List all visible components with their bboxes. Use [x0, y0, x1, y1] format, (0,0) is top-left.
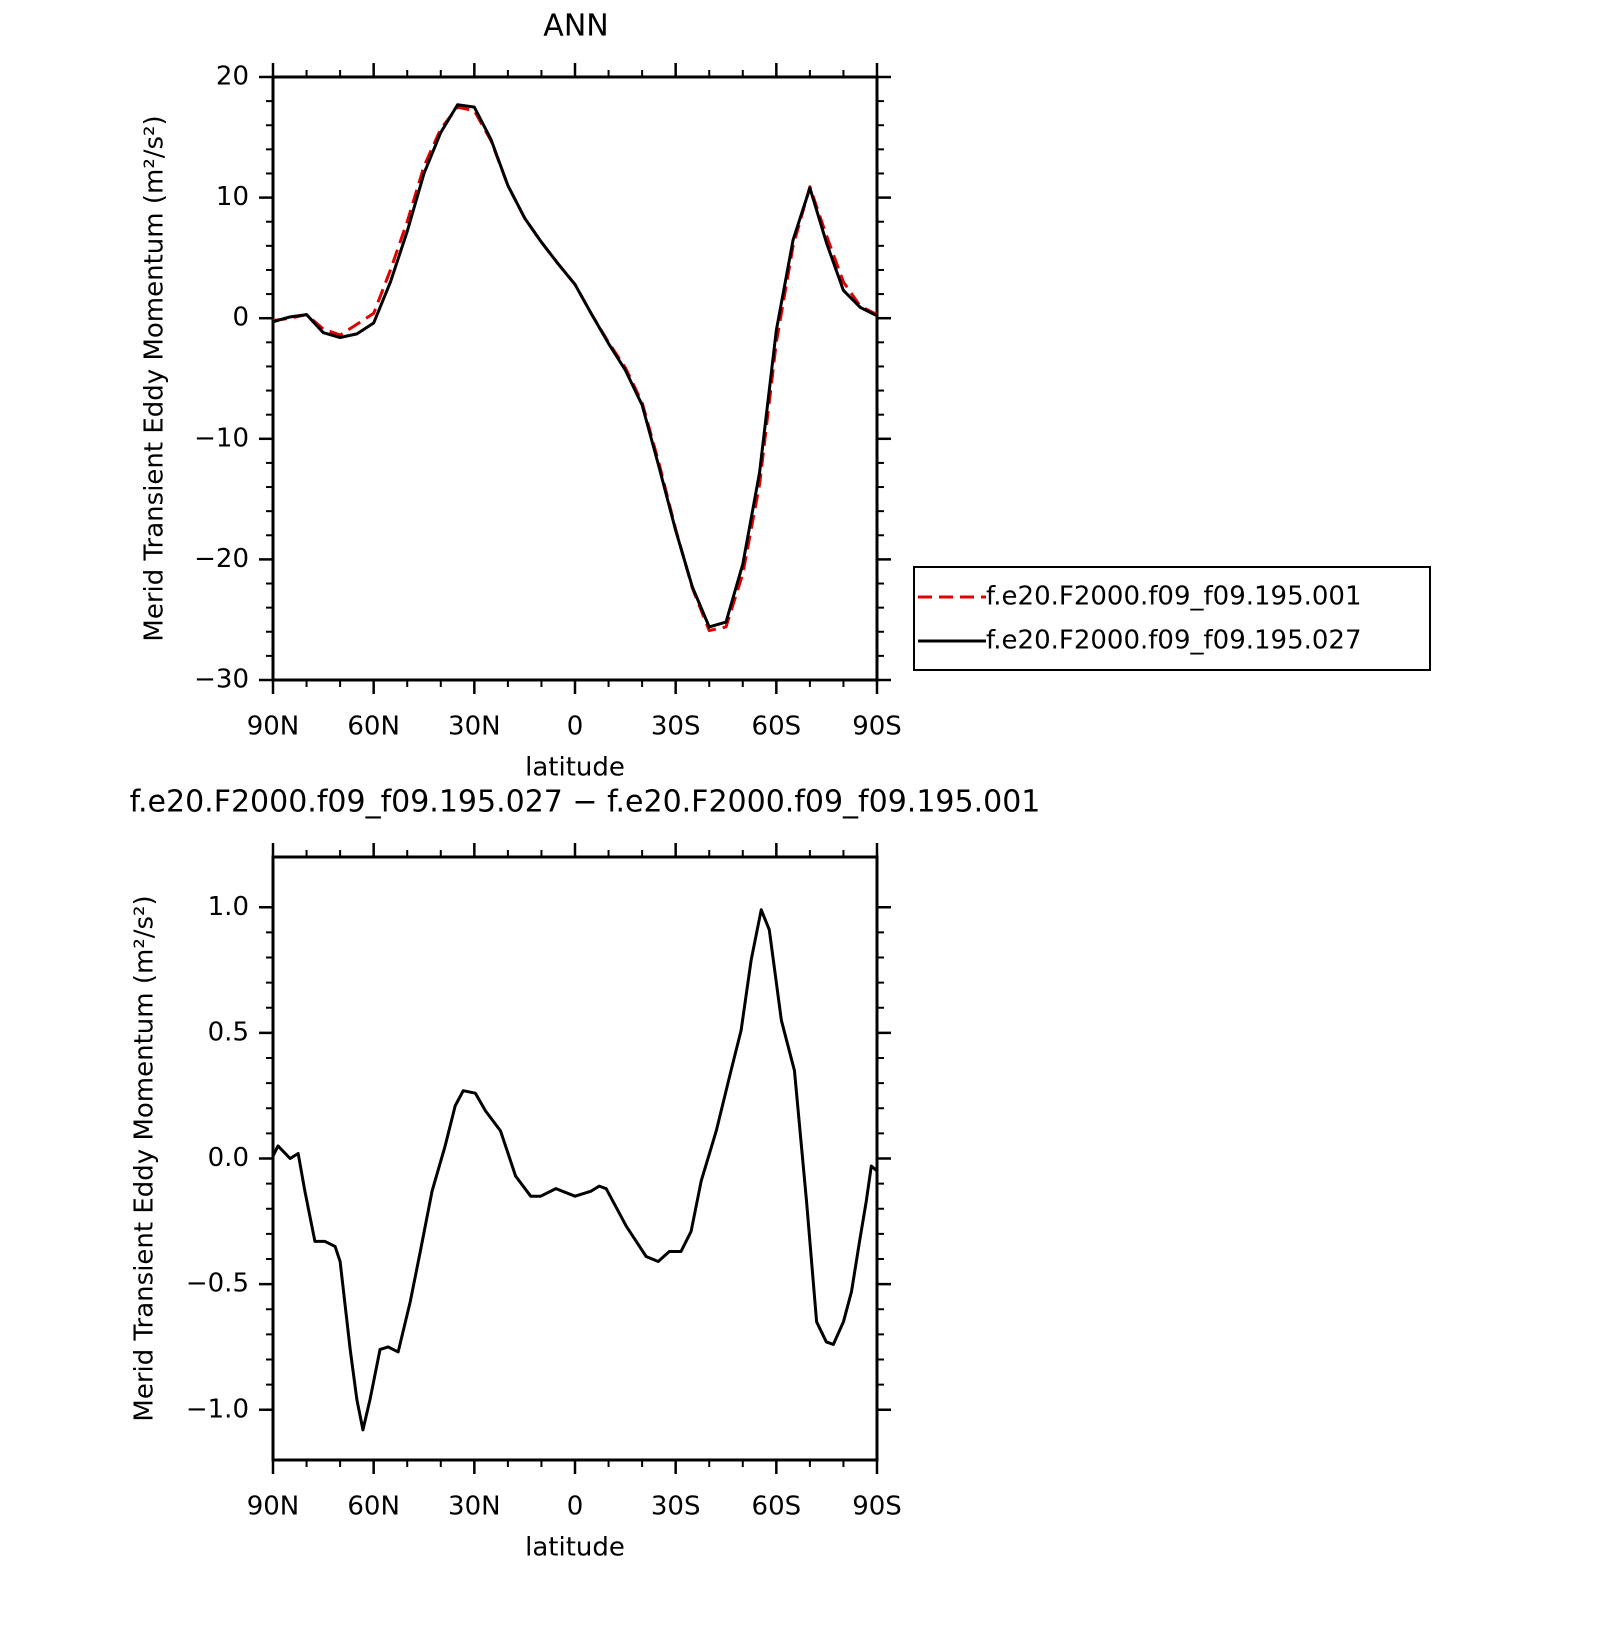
data-line	[271, 908, 878, 1432]
x-axis-label: latitude	[525, 753, 625, 783]
y-tick-label: 0	[232, 303, 249, 333]
x-tick-label: 30S	[651, 1492, 701, 1522]
chart-title: f.e20.F2000.f09_f09.195.027 − f.e20.F200…	[130, 785, 1041, 820]
chart-title: ANN	[543, 9, 608, 44]
x-tick-label: 60N	[347, 1492, 400, 1522]
x-tick-label: 60S	[752, 712, 802, 742]
x-tick-label: 30S	[651, 712, 701, 742]
legend-label: f.e20.F2000.f09_f09.195.027	[986, 626, 1362, 656]
data-line	[272, 103, 878, 629]
y-axis-label: Merid Transient Eddy Momentum (m²/s²)	[130, 895, 160, 1421]
x-tick-label: 90N	[247, 712, 300, 742]
y-tick-label: −1.0	[186, 1394, 249, 1424]
y-tick-label: −20	[194, 544, 249, 574]
legend-box	[913, 566, 1431, 671]
x-tick-label: 0	[567, 712, 584, 742]
y-tick-label: 20	[216, 62, 249, 92]
x-tick-label: 90S	[852, 1492, 902, 1522]
y-tick-label: 0.5	[208, 1017, 249, 1047]
legend-label: f.e20.F2000.f09_f09.195.001	[986, 582, 1362, 612]
data-line	[272, 105, 878, 633]
y-tick-label: −30	[194, 665, 249, 695]
plot-frame	[271, 75, 879, 682]
x-tick-label: 30N	[448, 1492, 501, 1522]
x-tick-label: 30N	[448, 712, 501, 742]
x-tick-label: 90N	[247, 1492, 300, 1522]
x-tick-label: 60N	[347, 712, 400, 742]
y-axis-label: Merid Transient Eddy Momentum (m²/s²)	[140, 115, 170, 641]
x-tick-label: 60S	[752, 1492, 802, 1522]
y-tick-label: −0.5	[186, 1269, 249, 1299]
y-tick-label: 10	[216, 182, 249, 212]
y-tick-label: 0.0	[208, 1143, 249, 1173]
x-tick-label: 90S	[852, 712, 902, 742]
plot-frame	[271, 855, 879, 1462]
subplot: 90N 60N 30N 0 30S 60S 90S 20 10 0 −10 −20 −30 ANN lati…	[140, 9, 1431, 783]
y-tick-label: 1.0	[208, 892, 249, 922]
x-axis-label: latitude	[525, 1533, 625, 1563]
x-tick-label: 0	[567, 1492, 584, 1522]
y-tick-label: −10	[194, 423, 249, 453]
subplot: 90N 60N 30N 0 30S 60S 90S 1.0 0.5 0.0 −0.5 −1.0 f.e2…	[130, 785, 1041, 1563]
